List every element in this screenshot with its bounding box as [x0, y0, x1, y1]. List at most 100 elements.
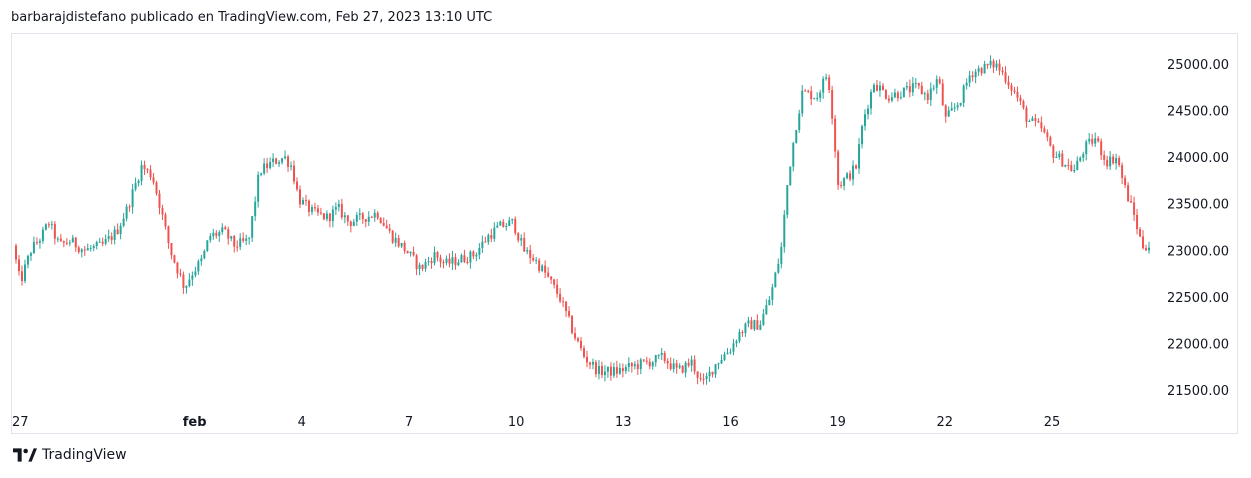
candle-body [678, 365, 681, 368]
candle [846, 172, 849, 180]
candle [406, 250, 409, 254]
candle [1028, 119, 1031, 122]
candle-body [101, 241, 104, 244]
candle [864, 109, 867, 131]
candle-body [284, 156, 287, 159]
candle [1130, 195, 1133, 203]
candle-body [1103, 155, 1106, 160]
candle-body [1031, 118, 1034, 121]
candle-body [1106, 159, 1109, 167]
candle [349, 220, 352, 233]
x-tick-label: 4 [298, 415, 306, 430]
candle [855, 164, 858, 170]
candle-body [215, 232, 218, 236]
candle-body [98, 241, 101, 243]
candle-body [699, 377, 702, 379]
x-tick-label: 7 [405, 415, 413, 430]
candle-body [1148, 247, 1151, 251]
candle-body [917, 83, 920, 86]
candle [858, 137, 861, 174]
candle-body [319, 212, 322, 214]
candle-body [239, 238, 242, 248]
candle-body [206, 240, 209, 252]
candle-body [149, 169, 152, 178]
brand-footer[interactable]: TradingView [13, 447, 127, 463]
candle-body [834, 118, 837, 152]
candle-body [92, 246, 95, 249]
candle-body [729, 351, 732, 353]
candle [624, 364, 627, 374]
candle-body [355, 214, 358, 222]
candle [128, 204, 131, 212]
candle [239, 233, 242, 251]
candle [1094, 132, 1097, 147]
candle [388, 223, 391, 234]
candle [905, 81, 908, 91]
candle-body [738, 331, 741, 342]
candle [1085, 139, 1088, 161]
candle-body [600, 365, 603, 376]
candle [633, 361, 636, 370]
candle [301, 197, 304, 205]
candle-body [448, 258, 451, 264]
candle-body [460, 255, 463, 263]
candle [400, 242, 403, 249]
candle [1106, 155, 1109, 170]
candle [1016, 86, 1019, 102]
candle-body [989, 60, 992, 66]
candle [753, 319, 756, 332]
candle [971, 71, 974, 82]
candle [986, 63, 989, 69]
candle-body [556, 284, 559, 294]
candle [47, 221, 50, 228]
candle-body [1121, 165, 1124, 178]
y-tick-label: 23500.00 [1167, 198, 1229, 213]
candle-body [651, 362, 654, 367]
candle-body [451, 257, 454, 264]
candle [167, 225, 170, 249]
candle [600, 361, 603, 379]
candle-body [517, 233, 520, 241]
candle-body [493, 227, 496, 239]
candle [457, 259, 460, 267]
candle-body [137, 180, 140, 184]
candle-body [864, 114, 867, 127]
candle-body [1010, 85, 1013, 91]
candle [62, 240, 65, 248]
candle [645, 356, 648, 365]
candle-body [855, 165, 858, 169]
x-tick-label: 16 [722, 415, 739, 430]
candle [44, 223, 47, 231]
candle-body [44, 224, 47, 230]
candle [275, 157, 278, 165]
x-tick-label: 27 [12, 415, 29, 430]
candle-body [272, 158, 275, 162]
candle-body [532, 257, 535, 261]
candle [511, 218, 514, 225]
candle [212, 228, 215, 240]
candle-body [74, 237, 77, 248]
x-tick-label: 13 [615, 415, 632, 430]
candle [221, 223, 224, 235]
candle [227, 226, 230, 245]
candle [424, 258, 427, 272]
candle-body [744, 323, 747, 333]
candle-body [212, 232, 215, 237]
candle [367, 211, 370, 227]
candle-body [59, 238, 62, 242]
candle-body [732, 343, 735, 352]
candle [257, 171, 260, 208]
candle-body [104, 238, 107, 244]
candle [774, 271, 777, 288]
candle-body [777, 263, 780, 273]
candle [630, 361, 633, 373]
candle-body [293, 165, 296, 182]
candle-body [974, 71, 977, 78]
candle [881, 82, 884, 91]
candle [1022, 99, 1025, 110]
candle-body [1136, 214, 1139, 230]
candle [950, 102, 953, 112]
y-tick-label: 24000.00 [1167, 151, 1229, 166]
candle [101, 237, 104, 247]
